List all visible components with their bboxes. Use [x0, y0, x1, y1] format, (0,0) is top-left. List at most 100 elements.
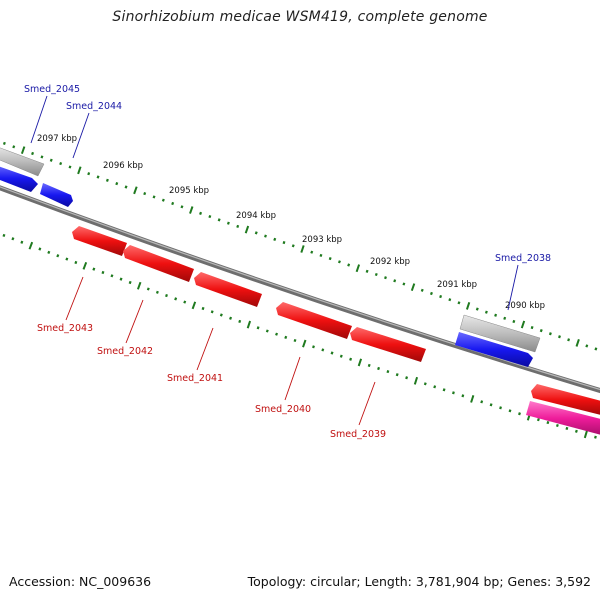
outer-tick-ring	[2, 141, 598, 351]
gene-label-smed-2040[interactable]: Smed_2040	[255, 404, 311, 415]
minor-tick	[402, 282, 406, 286]
map-title: Sinorhizobium medicae WSM419, complete g…	[112, 9, 488, 25]
minor-tick	[226, 221, 230, 225]
major-tick	[82, 261, 88, 270]
gene-feature-forward[interactable]	[0, 165, 38, 192]
minor-tick	[365, 269, 369, 273]
major-tick	[28, 241, 34, 250]
gene-feature-smed-2038[interactable]	[455, 332, 533, 367]
minor-tick	[12, 145, 16, 149]
minor-tick	[74, 260, 78, 265]
minor-tick	[143, 192, 147, 196]
minor-tick	[461, 394, 465, 398]
minor-tick	[128, 280, 132, 285]
gene-feature-smed-2040[interactable]	[276, 302, 352, 339]
minor-tick	[405, 376, 409, 380]
gene-label-smed-2041[interactable]: Smed_2041	[167, 373, 223, 384]
minor-tick	[367, 363, 371, 368]
scale-label: 2097 kbp	[37, 134, 77, 144]
scale-labels: 2097 kbp 2096 kbp 2095 kbp 2094 kbp 2093…	[37, 134, 545, 311]
minor-tick	[180, 205, 184, 209]
major-tick	[133, 186, 138, 195]
minor-tick	[87, 172, 91, 176]
minor-tick	[171, 201, 175, 206]
minor-tick	[429, 291, 433, 296]
minor-tick	[312, 345, 315, 349]
minor-tick	[539, 329, 543, 333]
minor-tick	[484, 310, 488, 314]
minor-tick	[393, 279, 397, 283]
genome-backbone-highlight	[0, 186, 600, 391]
minor-tick	[174, 297, 178, 301]
scale-label: 2091 kbp	[437, 280, 477, 290]
minor-tick	[349, 357, 353, 361]
scale-label: 2094 kbp	[236, 211, 276, 221]
major-tick	[244, 225, 250, 234]
gene-feature-smed-2039[interactable]	[350, 327, 426, 362]
gene-label-smed-2043[interactable]: Smed_2043	[37, 323, 93, 334]
minor-tick	[480, 400, 484, 404]
leader-line	[72, 112, 90, 159]
minor-tick	[457, 301, 461, 305]
gene-feature-smed-2042[interactable]	[123, 245, 194, 282]
minor-tick	[264, 234, 267, 238]
minor-tick	[546, 420, 550, 425]
minor-tick	[49, 158, 53, 162]
gene-feature-smed-2044[interactable]	[40, 183, 73, 207]
minor-tick	[124, 185, 128, 189]
minor-tick	[347, 263, 351, 267]
minor-tick	[594, 435, 597, 439]
minor-tick	[183, 300, 187, 304]
minor-tick	[254, 231, 258, 235]
gene-feature-smed-2038-pseudo[interactable]	[459, 314, 541, 353]
minor-tick	[31, 151, 35, 156]
gene-feature-smed-2045[interactable]	[0, 146, 45, 177]
minor-tick	[284, 335, 288, 339]
minor-tick	[442, 388, 446, 392]
minor-tick	[293, 338, 297, 343]
minor-tick	[565, 426, 569, 431]
gene-feature-right-red[interactable]	[531, 384, 600, 416]
gene-label-smed-2044[interactable]: Smed_2044	[66, 101, 122, 112]
minor-tick	[512, 319, 516, 324]
major-tick	[136, 281, 142, 290]
major-tick	[575, 338, 580, 347]
major-tick	[20, 146, 26, 155]
minor-tick	[282, 240, 286, 245]
minor-tick	[238, 319, 242, 324]
major-tick	[189, 206, 194, 214]
minor-tick	[210, 310, 214, 314]
minor-tick	[328, 257, 332, 261]
leader-line	[65, 276, 84, 321]
minor-tick	[536, 418, 540, 422]
leader-line	[507, 264, 519, 311]
minor-tick	[96, 175, 100, 179]
gene-label-smed-2045[interactable]: Smed_2045	[24, 84, 80, 95]
minor-tick	[59, 162, 63, 166]
minor-tick	[115, 182, 119, 186]
minor-tick	[585, 344, 589, 348]
gene-feature-smed-2041[interactable]	[194, 272, 262, 307]
minor-tick	[499, 406, 502, 410]
gene-label-smed-2042[interactable]: Smed_2042	[97, 346, 153, 357]
scale-label: 2092 kbp	[370, 257, 410, 267]
gene-feature-right-rna[interactable]	[526, 401, 600, 436]
leader-line	[284, 356, 301, 401]
minor-tick	[448, 298, 452, 302]
minor-tick	[386, 370, 390, 374]
scale-label: 2093 kbp	[302, 235, 342, 245]
gene-label-smed-2039[interactable]: Smed_2039	[330, 429, 386, 440]
gene-label-smed-2038[interactable]: Smed_2038	[495, 253, 551, 264]
minor-tick	[217, 218, 221, 222]
minor-tick	[199, 211, 203, 215]
minor-tick	[105, 178, 109, 182]
genome-stats-text: Topology: circular; Length: 3,781,904 bp…	[247, 574, 591, 589]
minor-tick	[321, 348, 325, 352]
minor-tick	[256, 326, 260, 330]
minor-tick	[503, 316, 507, 320]
gene-feature-smed-2043[interactable]	[72, 226, 127, 256]
minor-tick	[20, 240, 24, 244]
minor-tick	[420, 288, 424, 292]
major-tick	[470, 394, 475, 403]
